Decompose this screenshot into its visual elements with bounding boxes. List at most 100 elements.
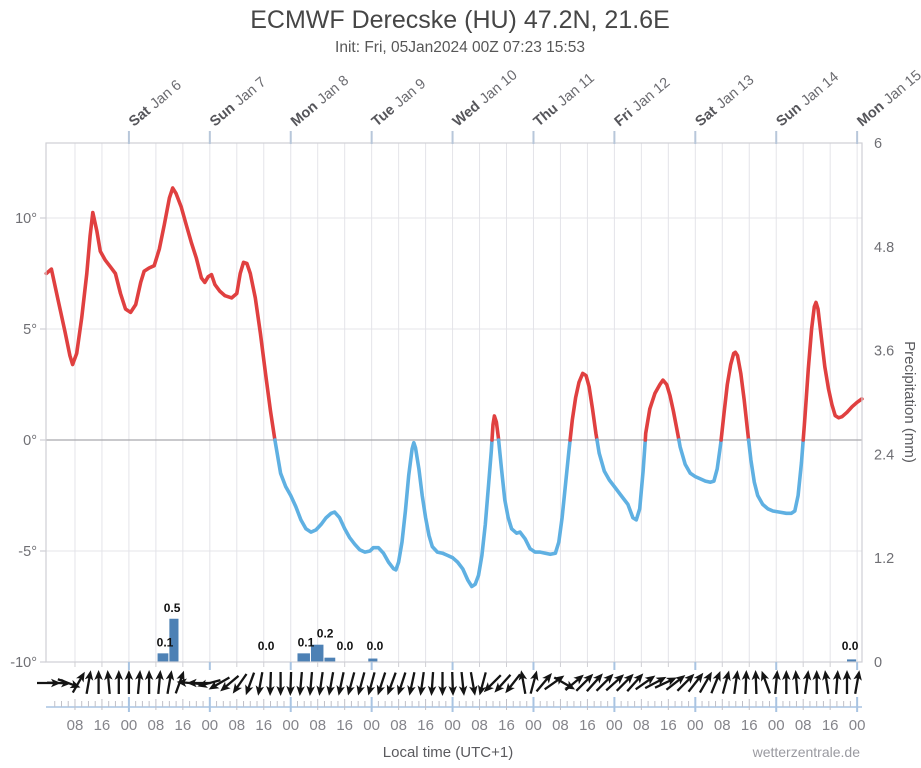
time-label: 16 xyxy=(175,717,192,734)
wind-arrow-icon xyxy=(654,677,677,689)
time-label: 16 xyxy=(498,717,515,734)
time-label: 16 xyxy=(336,717,353,734)
wind-arrow-head xyxy=(386,684,395,696)
wind-arrow-shaft xyxy=(235,673,248,690)
time-label: 16 xyxy=(579,717,596,734)
wind-arrow-shaft xyxy=(754,675,758,695)
wind-arrow-icon xyxy=(710,670,721,694)
wind-arrow-icon xyxy=(197,679,221,688)
wind-arrow-icon xyxy=(812,670,821,694)
wind-arrow-head xyxy=(772,670,781,681)
precipitation-axis: 6 4.8 3.6 2.4 1.2 0 xyxy=(874,136,894,671)
wind-arrow-shaft xyxy=(553,676,571,688)
wind-arrow-head xyxy=(427,685,437,696)
wind-arrow-icon xyxy=(802,670,812,695)
wind-arrow-head xyxy=(366,684,376,696)
wind-arrow-head xyxy=(165,670,175,681)
precip-value-label: 0.0 xyxy=(258,639,275,653)
time-label: 00 xyxy=(444,717,461,734)
wind-arrow-icon xyxy=(575,673,594,692)
wind-arrow-head xyxy=(276,686,285,696)
wind-arrow-icon xyxy=(761,670,771,694)
wind-arrow-icon xyxy=(483,674,502,693)
wind-arrow-icon xyxy=(286,671,295,696)
time-label: 08 xyxy=(228,717,245,734)
wind-arrow-head xyxy=(583,673,594,684)
wind-arrow-shaft xyxy=(246,672,256,690)
time-label: 16 xyxy=(822,717,839,734)
wind-arrow-head xyxy=(782,670,791,680)
wind-arrow-shaft xyxy=(762,676,771,694)
wind-arrow-shaft xyxy=(409,672,416,691)
wind-arrow-shaft xyxy=(521,675,527,695)
wind-arrow-icon xyxy=(336,672,345,696)
wind-arrow-shaft xyxy=(774,675,778,695)
wind-arrow-icon xyxy=(165,670,175,695)
wind-arrow-icon xyxy=(208,676,231,690)
left-tick-label: 10° xyxy=(15,211,37,227)
wind-arrow-shaft xyxy=(318,671,324,691)
right-tick-label: 4.8 xyxy=(874,240,894,256)
wind-arrow-shaft xyxy=(479,672,487,691)
wind-arrow-shaft xyxy=(605,677,621,692)
temperature-below-zero-segment xyxy=(746,438,805,516)
wind-arrow-head xyxy=(220,681,231,692)
wind-arrow-icon xyxy=(306,671,316,696)
wind-arrow-icon xyxy=(772,670,781,695)
wind-arrow-icon xyxy=(255,671,265,696)
wind-arrow-icon xyxy=(458,671,468,696)
time-label: 08 xyxy=(714,717,731,734)
time-label: 00 xyxy=(768,717,785,734)
wind-arrow-icon xyxy=(564,674,584,691)
wind-arrow-head xyxy=(448,685,458,696)
time-label: 08 xyxy=(390,717,407,734)
wind-arrow-icon xyxy=(144,670,154,694)
time-label: 08 xyxy=(148,717,165,734)
wind-arrow-icon xyxy=(751,670,761,695)
wind-arrow-icon xyxy=(494,674,512,693)
wind-arrow-head xyxy=(186,678,197,688)
wind-arrow-shaft xyxy=(57,678,76,687)
wind-arrow-shaft xyxy=(626,677,641,692)
time-label: 16 xyxy=(255,717,272,734)
left-tick-label: -5° xyxy=(18,544,37,560)
wind-arrow-icon xyxy=(104,670,113,695)
wind-arrow-head xyxy=(94,670,103,680)
left-tick-label: 5° xyxy=(23,322,37,338)
temperature-below-zero-segment xyxy=(273,438,494,589)
wind-arrow-icon xyxy=(635,675,656,691)
wind-arrow-head xyxy=(326,685,335,696)
wind-arrow-icon xyxy=(220,675,240,692)
wind-arrow-shaft xyxy=(803,675,809,695)
wind-arrow-head xyxy=(684,673,695,684)
wind-arrow-shaft xyxy=(824,675,830,695)
wind-arrow-head xyxy=(853,670,862,681)
wind-arrow-shaft xyxy=(654,678,672,689)
wind-arrow-head xyxy=(530,670,539,682)
wind-arrow-icon xyxy=(296,671,305,696)
wind-arrow-head xyxy=(832,670,842,681)
precip-bar xyxy=(847,659,857,662)
wind-arrow-head xyxy=(458,685,468,696)
wind-arrow-head xyxy=(124,670,134,680)
wind-arrow-icon xyxy=(518,670,528,695)
wind-arrow-icon xyxy=(356,672,366,696)
wind-arrow-head xyxy=(245,684,254,696)
wind-arrow-head xyxy=(703,671,712,683)
wind-arrow-icon xyxy=(316,671,325,696)
wind-arrow-icon xyxy=(366,672,376,696)
wind-arrow-head xyxy=(208,680,220,690)
wind-arrow-head xyxy=(477,684,487,696)
wind-arrow-head xyxy=(712,670,721,682)
wind-arrow-head xyxy=(812,670,821,680)
wind-arrow-shaft xyxy=(644,678,662,690)
wind-arrow-head xyxy=(802,670,812,681)
wind-arrow-head xyxy=(731,670,741,681)
y-right-axis-title: Precipitation (mm) xyxy=(901,341,918,463)
time-label: 16 xyxy=(741,717,758,734)
wind-arrow-icon xyxy=(505,673,521,694)
precip-bar xyxy=(368,658,378,662)
wind-arrow-shaft xyxy=(635,678,652,691)
wind-arrow-icon xyxy=(853,670,862,695)
